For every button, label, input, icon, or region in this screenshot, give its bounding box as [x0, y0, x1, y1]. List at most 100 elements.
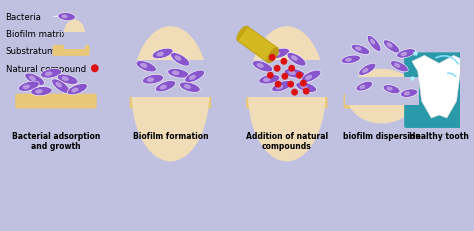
Ellipse shape	[296, 83, 317, 93]
Circle shape	[300, 80, 307, 87]
Ellipse shape	[273, 52, 280, 57]
FancyBboxPatch shape	[246, 94, 328, 109]
Ellipse shape	[168, 69, 189, 79]
Ellipse shape	[62, 77, 69, 82]
Text: Addition of natural
compounds: Addition of natural compounds	[246, 131, 328, 151]
Ellipse shape	[269, 49, 290, 59]
Ellipse shape	[272, 81, 292, 92]
Ellipse shape	[386, 87, 392, 91]
Text: Bacteria: Bacteria	[6, 13, 41, 22]
Ellipse shape	[362, 69, 368, 74]
Ellipse shape	[345, 58, 352, 63]
Ellipse shape	[64, 21, 85, 48]
Ellipse shape	[58, 13, 75, 21]
FancyBboxPatch shape	[53, 46, 90, 57]
Ellipse shape	[300, 85, 307, 89]
Ellipse shape	[301, 71, 321, 83]
Ellipse shape	[67, 84, 88, 95]
Ellipse shape	[132, 27, 209, 162]
Circle shape	[282, 73, 288, 80]
Ellipse shape	[172, 71, 179, 76]
Ellipse shape	[45, 72, 52, 77]
Ellipse shape	[284, 69, 305, 79]
Circle shape	[267, 73, 273, 79]
Ellipse shape	[248, 27, 326, 162]
Ellipse shape	[35, 90, 43, 94]
FancyBboxPatch shape	[344, 94, 420, 109]
Ellipse shape	[367, 36, 381, 52]
Text: Natural compound: Natural compound	[6, 64, 86, 73]
Ellipse shape	[57, 75, 78, 85]
Ellipse shape	[287, 53, 306, 67]
Text: biofilm dispersion: biofilm dispersion	[343, 131, 421, 140]
Ellipse shape	[23, 85, 30, 90]
Bar	[345, 78, 419, 106]
Ellipse shape	[391, 61, 408, 73]
Ellipse shape	[25, 74, 45, 86]
Ellipse shape	[18, 82, 39, 92]
Ellipse shape	[29, 76, 36, 81]
Ellipse shape	[55, 82, 62, 88]
Ellipse shape	[370, 40, 375, 45]
Ellipse shape	[387, 43, 392, 49]
Ellipse shape	[383, 41, 400, 54]
Ellipse shape	[291, 56, 298, 61]
Ellipse shape	[401, 53, 407, 57]
Circle shape	[269, 55, 276, 61]
Ellipse shape	[256, 64, 264, 69]
Ellipse shape	[174, 56, 182, 61]
Circle shape	[303, 88, 310, 95]
Ellipse shape	[71, 88, 79, 93]
Circle shape	[273, 66, 281, 73]
Ellipse shape	[31, 87, 52, 96]
Ellipse shape	[276, 85, 283, 90]
FancyBboxPatch shape	[130, 94, 211, 109]
Bar	[246, 61, 328, 98]
Ellipse shape	[341, 56, 360, 64]
Circle shape	[91, 65, 99, 73]
Text: Biofilm matrix: Biofilm matrix	[6, 30, 66, 39]
Text: Bacterial adsorption
and growth: Bacterial adsorption and growth	[12, 131, 100, 151]
Ellipse shape	[305, 76, 312, 81]
Ellipse shape	[355, 47, 362, 52]
Ellipse shape	[156, 52, 164, 57]
Text: Biofilm formation: Biofilm formation	[133, 131, 208, 140]
Ellipse shape	[185, 71, 204, 83]
Ellipse shape	[180, 83, 200, 93]
Ellipse shape	[259, 75, 280, 85]
Ellipse shape	[288, 71, 296, 76]
Polygon shape	[412, 56, 466, 119]
Ellipse shape	[397, 49, 416, 59]
Ellipse shape	[171, 53, 190, 67]
Ellipse shape	[394, 64, 401, 68]
Polygon shape	[237, 27, 278, 63]
Ellipse shape	[263, 78, 271, 83]
Ellipse shape	[383, 85, 400, 94]
Ellipse shape	[143, 75, 164, 85]
FancyBboxPatch shape	[404, 53, 474, 128]
Ellipse shape	[351, 45, 370, 55]
Ellipse shape	[140, 64, 147, 69]
FancyBboxPatch shape	[15, 94, 97, 109]
Ellipse shape	[359, 85, 365, 90]
Circle shape	[296, 73, 303, 79]
Ellipse shape	[136, 61, 156, 73]
Ellipse shape	[404, 92, 410, 96]
Ellipse shape	[347, 70, 417, 124]
Ellipse shape	[52, 79, 70, 94]
Ellipse shape	[184, 85, 191, 89]
Circle shape	[275, 81, 282, 88]
Circle shape	[288, 66, 295, 73]
Ellipse shape	[160, 85, 167, 90]
Text: Healthy tooth: Healthy tooth	[409, 131, 469, 140]
Text: Substratum: Substratum	[6, 47, 56, 56]
Circle shape	[287, 81, 294, 88]
Ellipse shape	[62, 15, 68, 19]
Circle shape	[281, 59, 287, 66]
Ellipse shape	[237, 27, 248, 42]
Ellipse shape	[152, 49, 173, 59]
Ellipse shape	[401, 90, 418, 98]
Bar	[130, 61, 211, 98]
Ellipse shape	[147, 78, 154, 83]
Ellipse shape	[253, 61, 273, 73]
